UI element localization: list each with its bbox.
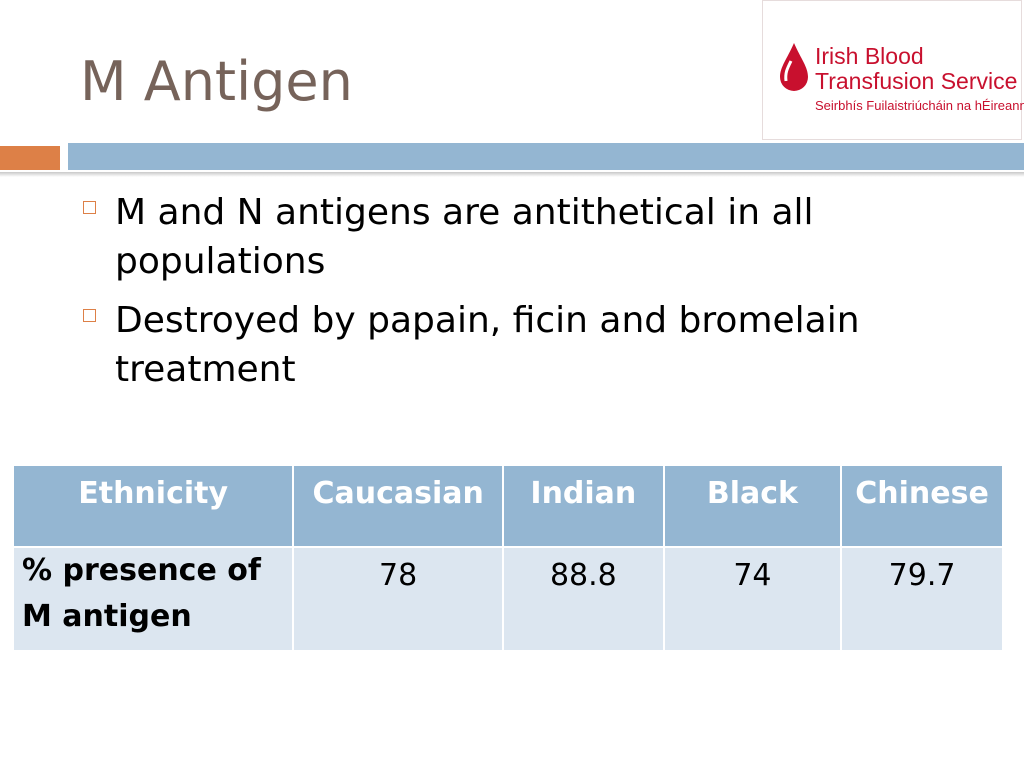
logo-text: Transfusion Service [815,68,1018,94]
header-cell: Ethnicity [11,464,295,548]
title-bar [68,143,1024,170]
header-cell: Caucasian [292,464,505,548]
data-table: Ethnicity Caucasian Indian Black Chinese… [11,464,1004,652]
logo: Irish Blood Transfusion Service Seirbhís… [762,0,1024,140]
row-label: % presence of M antigen [11,546,295,652]
bar-shadow [0,172,1024,177]
header-cell: Chinese [840,464,1004,548]
bullet: M and N antigens are antithetical in all… [80,188,940,286]
bullet-list: M and N antigens are antithetical in all… [80,188,940,404]
logo-text: Irish Blood [815,43,924,69]
accent-bar [0,146,60,170]
cell: 74 [662,546,843,652]
cell: 79.7 [840,546,1004,652]
cell: 88.8 [502,546,665,652]
data-row: % presence of M antigen 78 88.8 74 79.7 [11,546,1004,652]
cell: 78 [292,546,505,652]
logo-drop [780,43,808,91]
header-cell: Indian [502,464,665,548]
logo-text: Seirbhís Fuilaistriúcháin na hÉireann [815,98,1024,113]
bullet: Destroyed by papain, ficin and bromelain… [80,296,940,394]
slide-title: M Antigen [80,50,353,113]
header-row: Ethnicity Caucasian Indian Black Chinese [11,464,1004,548]
header-cell: Black [662,464,843,548]
